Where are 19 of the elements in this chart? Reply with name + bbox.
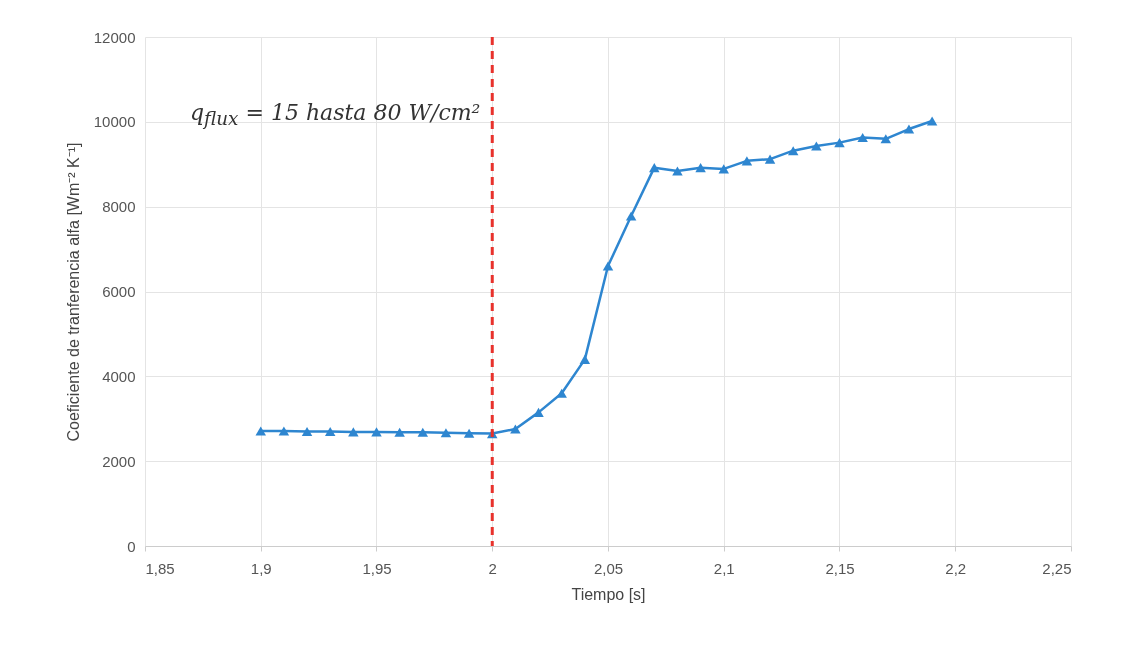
x-tick-label: 2,25 bbox=[1042, 559, 1072, 577]
x-tick-label: 2,05 bbox=[593, 559, 624, 577]
y-tick-label: 6000 bbox=[102, 283, 136, 300]
y-tick-label: 2000 bbox=[102, 452, 136, 470]
y-tick-label: 8000 bbox=[102, 198, 136, 216]
x-tick-label: 2,15 bbox=[825, 559, 855, 577]
annotation: q$_{flux}$ = 15 hasta 80 W/cm² bbox=[190, 100, 481, 130]
x-tick-label: 1,95 bbox=[362, 559, 392, 577]
x-tick-label: 2,2 bbox=[945, 559, 967, 577]
x-tick-label: 1,85 bbox=[145, 559, 175, 577]
x-tick-label: 1,9 bbox=[250, 559, 272, 577]
y-tick-label: 12000 bbox=[93, 28, 136, 46]
y-tick-label: 10000 bbox=[93, 113, 136, 131]
y-tick-label: 0 bbox=[127, 537, 136, 555]
y-axis-title: Coeficiente de tranferencia alfa [Wm⁻² K⁻¹] bbox=[64, 142, 82, 442]
x-tick-label: 2 bbox=[488, 559, 497, 577]
x-tick-label: 2,1 bbox=[713, 559, 735, 577]
x-axis-title: Tiempo [s] bbox=[571, 585, 646, 603]
y-tick-label: 4000 bbox=[102, 367, 136, 385]
